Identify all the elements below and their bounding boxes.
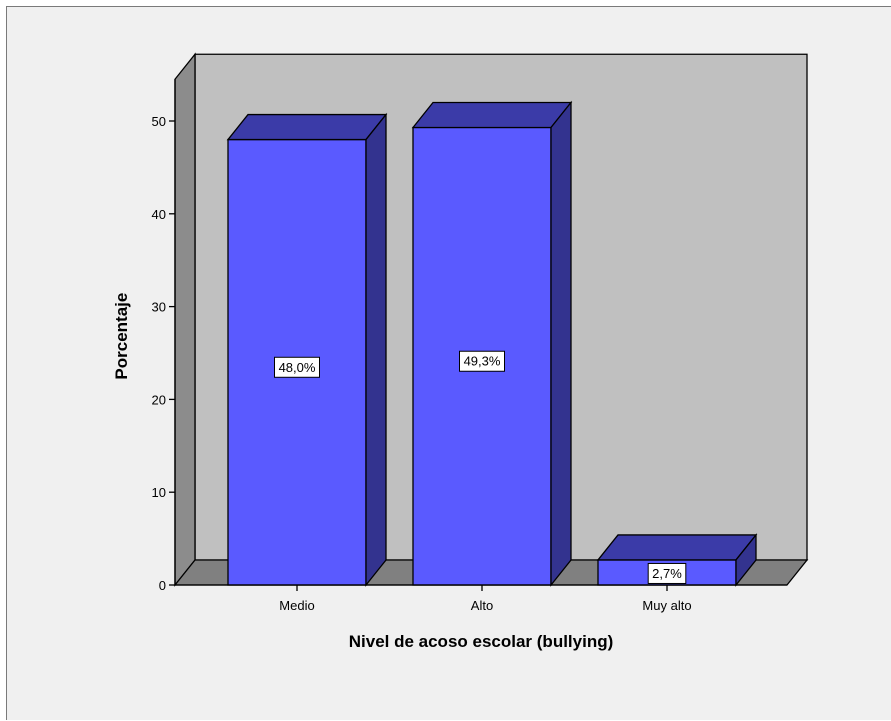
data-label: 2,7% <box>652 566 682 581</box>
bar-side-face <box>550 100 572 587</box>
chart-side-wall <box>174 52 196 587</box>
bar-top-face <box>411 101 573 129</box>
x-axis-title: Nivel de acoso escolar (bullying) <box>349 632 614 651</box>
data-label: 48,0% <box>279 360 316 375</box>
x-tick-label: Alto <box>471 598 493 613</box>
x-tick-label: Medio <box>279 598 314 613</box>
data-label-box <box>647 562 687 584</box>
y-tick-label: 10 <box>152 485 166 500</box>
bar-side-face <box>365 112 387 587</box>
y-tick-label: 50 <box>152 114 166 129</box>
chart-frame: 0 10 20 30 40 50 48,0% Medio 49,3% Alto 2,7% Muy al… <box>6 6 891 720</box>
x-tick-label: Muy alto <box>642 598 691 613</box>
y-axis-title: Porcentaje <box>112 293 131 380</box>
y-tick-label: 0 <box>159 578 166 593</box>
bar-chart: 0 10 20 30 40 50 48,0% Medio 49,3% Alto 2,7% Muy al… <box>112 52 809 651</box>
data-label-box <box>274 356 320 378</box>
bar-side-face <box>735 533 757 587</box>
bar-top-face <box>226 113 388 141</box>
y-tick-label: 40 <box>152 207 166 222</box>
data-label-box <box>459 350 505 372</box>
y-tick-label: 30 <box>152 300 166 315</box>
bar-top-face <box>596 534 758 561</box>
y-tick-label: 20 <box>152 392 166 407</box>
data-label: 49,3% <box>464 354 501 369</box>
